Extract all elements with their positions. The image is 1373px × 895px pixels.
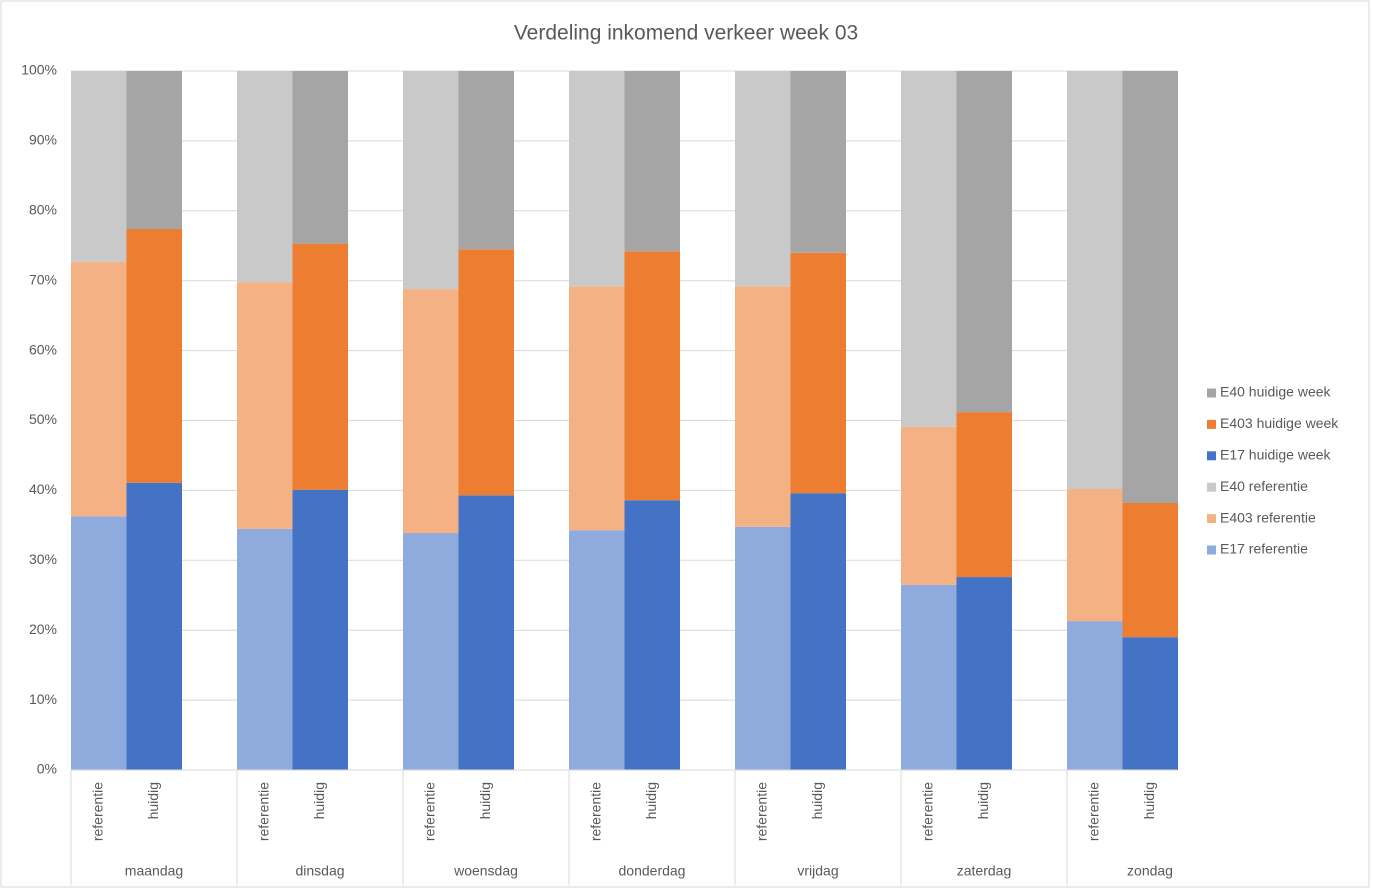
y-tick-label: 50% [29, 411, 57, 427]
bar-segment [901, 426, 957, 585]
bar-segment [292, 243, 348, 490]
legend-swatch [1207, 545, 1216, 555]
bar-segment [956, 577, 1012, 770]
bar-segment [458, 495, 514, 770]
group-label: woensdag [453, 863, 518, 879]
bar-segment [624, 500, 680, 770]
x-tick-label: referentie [255, 782, 271, 841]
bar-segment [569, 71, 625, 287]
x-tick-label: referentie [919, 782, 935, 841]
y-tick-label: 100% [21, 62, 57, 78]
bar-segment [1067, 71, 1123, 490]
legend-swatch [1207, 388, 1216, 398]
legend-swatch [1207, 419, 1216, 429]
y-tick-label: 40% [29, 481, 57, 497]
y-tick-label: 60% [29, 341, 57, 357]
bar-segment [237, 282, 293, 529]
legend-swatch [1207, 514, 1216, 524]
bar-segment [126, 228, 182, 483]
legend-label: E40 huidige week [1220, 384, 1332, 400]
x-tick-label: huidig [975, 782, 991, 819]
bar-segment [403, 289, 459, 534]
bar-segment [458, 249, 514, 496]
group-label: vrijdag [797, 863, 838, 879]
x-tick-label: huidig [311, 782, 327, 819]
x-tick-label: huidig [477, 782, 493, 819]
y-tick-label: 90% [29, 132, 57, 148]
legend-swatch [1207, 482, 1216, 492]
bar-segment [1122, 71, 1178, 503]
bar-segment [956, 71, 1012, 413]
y-tick-label: 10% [29, 691, 57, 707]
x-tick-label: referentie [1085, 782, 1101, 841]
y-tick-label: 0% [37, 761, 57, 777]
bar-segment [71, 71, 127, 262]
legend-label: E40 referentie [1220, 478, 1308, 494]
legend-label: E403 huidige week [1220, 415, 1339, 431]
bar-segment [901, 584, 957, 770]
bar-segment [901, 71, 957, 427]
x-tick-label: huidig [145, 782, 161, 819]
x-tick-label: huidig [1141, 782, 1157, 819]
bar-segment [624, 71, 680, 252]
bar-segment [403, 533, 459, 770]
bar-segment [237, 528, 293, 770]
bar-segment [1122, 637, 1178, 770]
bar-segment [790, 71, 846, 253]
bar-segment [790, 493, 846, 770]
group-label: zondag [1127, 863, 1173, 879]
x-tick-label: referentie [421, 782, 437, 841]
x-tick-label: huidig [809, 782, 825, 819]
bar-segment [1067, 621, 1123, 770]
legend-label: E17 referentie [1220, 541, 1308, 557]
bar-segment [569, 530, 625, 770]
y-tick-label: 80% [29, 202, 57, 218]
bar-segment [735, 286, 791, 527]
bar-segment [292, 489, 348, 770]
group-label: dinsdag [295, 863, 344, 879]
bar-segment [403, 71, 459, 290]
x-tick-label: referentie [753, 782, 769, 841]
bar-segment [126, 71, 182, 229]
bar-segment [1067, 489, 1123, 622]
bar-segment [71, 261, 127, 517]
y-tick-label: 70% [29, 271, 57, 287]
bar-segment [126, 482, 182, 770]
bar-segment [458, 71, 514, 250]
bar-segment [790, 252, 846, 494]
bar-segment [624, 251, 680, 501]
bar-segment [292, 71, 348, 244]
legend-label: E17 huidige week [1220, 447, 1332, 463]
group-label: maandag [125, 863, 183, 879]
legend-label: E403 referentie [1220, 509, 1316, 525]
bar-segment [71, 516, 127, 770]
bar-segment [1122, 502, 1178, 638]
group-label: donderdag [619, 863, 686, 879]
bar-segment [569, 286, 625, 531]
x-tick-label: referentie [89, 782, 105, 841]
bar-segment [956, 412, 1012, 578]
y-tick-label: 30% [29, 551, 57, 567]
legend-swatch [1207, 451, 1216, 461]
x-tick-label: huidig [643, 782, 659, 819]
group-label: zaterdag [957, 863, 1011, 879]
bar-segment [735, 71, 791, 287]
y-tick-label: 20% [29, 621, 57, 637]
bar-segment [237, 71, 293, 283]
chart-title: Verdeling inkomend verkeer week 03 [514, 22, 858, 45]
x-tick-label: referentie [587, 782, 603, 841]
bar-segment [735, 526, 791, 770]
